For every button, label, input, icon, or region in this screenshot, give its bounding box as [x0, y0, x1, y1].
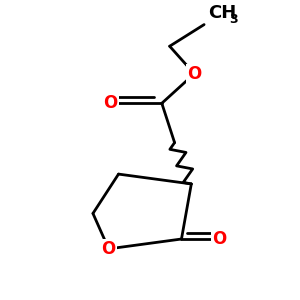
Text: 3: 3: [230, 13, 238, 26]
Text: O: O: [103, 94, 118, 112]
Text: O: O: [212, 230, 226, 248]
Text: CH: CH: [208, 4, 236, 22]
Text: O: O: [102, 240, 116, 258]
Text: O: O: [187, 65, 201, 83]
